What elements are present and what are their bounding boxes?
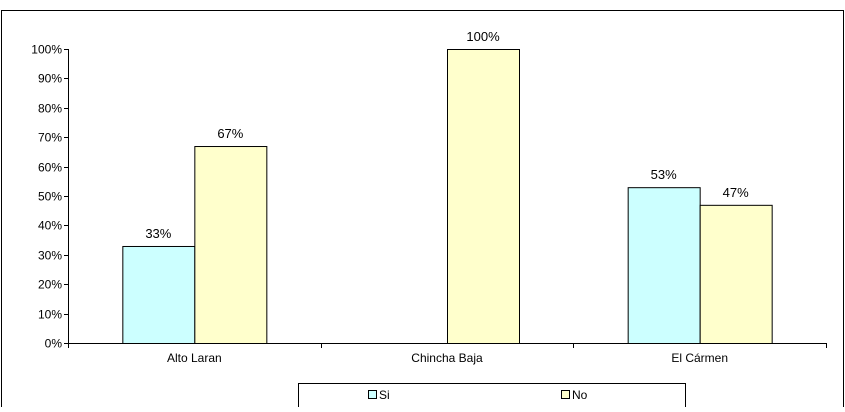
x-tick-label: Alto Laran [167,351,222,365]
data-label: 47% [723,185,749,200]
legend-swatch-no [561,390,570,399]
y-tick-label: 60% [38,161,62,175]
y-tick-label: 30% [38,249,62,263]
bar-si-3 [627,187,701,344]
data-label: 100% [466,29,500,44]
bar-no-2 [447,49,520,344]
legend-swatch-si [368,390,377,399]
legend-label-no: No [572,388,588,402]
y-tick-label: 20% [38,278,62,292]
y-tick-label: 70% [38,131,62,145]
legend: Si No [298,383,686,411]
data-labels: 33% 67% 100% 53% 47% [145,29,749,241]
bar-si-1 [122,245,196,344]
data-label: 67% [217,126,243,141]
data-label: 53% [651,167,677,182]
legend-box [298,383,686,411]
y-axis: 0% 10% 20% 30% 40% 50% 60% 70% 80% 90% 100% [31,43,69,351]
bar-no-3 [699,204,773,344]
x-tick-label: Chincha Baja [411,351,483,365]
y-tick-label: 50% [38,190,62,204]
y-tick-label: 80% [38,102,62,116]
x-tick-label: El Cármen [671,351,728,365]
data-label: 33% [145,226,171,241]
y-tick-label: 90% [38,72,62,86]
y-tick-label: 40% [38,219,62,233]
bar-no-1 [194,146,268,344]
y-tick-label: 0% [45,337,63,351]
bars [122,49,773,344]
y-tick-label: 10% [38,308,62,322]
legend-label-si: Si [379,388,390,402]
y-tick-label: 100% [31,43,62,57]
